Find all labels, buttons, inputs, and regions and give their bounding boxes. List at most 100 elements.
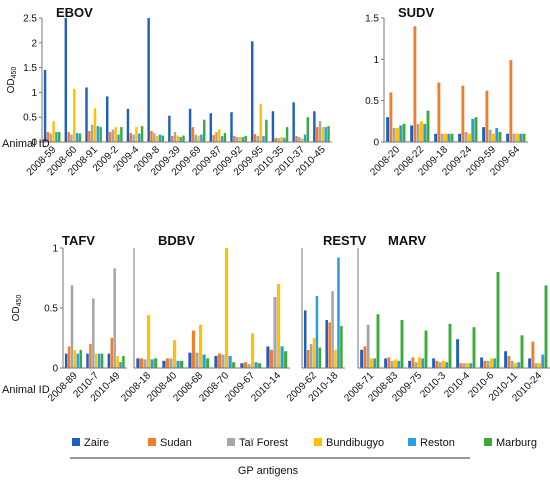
bar-ebov-2009-2-sudan [108,132,112,142]
bar-bdbv-2008-68-bundibugyo [199,324,203,368]
bar-sudv-2008-22-sudan [413,26,417,143]
bar-ebov-2010-45-ta-forest [318,121,322,142]
bar-sudv-2008-22-reston [423,123,427,142]
bar-marv-2010-11-bundibugyo [514,363,517,368]
legend-swatch-sudan [148,438,156,446]
bar-restv-2009-62-sudan [306,350,310,368]
bar-ebov-2009-92-sudan [233,136,236,142]
bar-ebov-2008-60-ta-forest [70,134,73,142]
bar-bdbv-2008-40-bundibugyo [173,340,177,368]
bar-ebov-2008-91-ta-forest [90,124,94,142]
bar-sudv-2009-64-ta-forest [512,133,516,142]
bar-ebov-2009-8-marburg [161,135,165,142]
bar-bdbv-2008-40-reston [176,360,180,368]
bar-marv-2010-24-zaire [528,358,532,368]
bar-marv-2008-71-sudan [363,346,367,368]
bar-marv-2009-75-bundibugyo [418,357,421,368]
bar-marv-2010-11-marburg [520,335,524,368]
bar-bdbv-2008-18-reston [150,359,154,368]
y-tick-label-ebov: 0.5 [23,113,37,124]
bar-sudv-2009-18-reston [447,133,451,142]
bar-ebov-2010-35-sudan [274,138,277,142]
bar-marv-2008-83-bundibugyo [394,359,397,368]
bar-tafv-2010-7-reston [97,353,101,368]
legend-label-bundibugyo: Bundibugyo [326,437,384,449]
chart-title-tafv: TAFV [62,233,95,248]
bar-sudv-2009-59-reston [495,127,499,142]
bar-sudv-2008-20-bundibugyo [396,127,399,142]
y-tick-label-sudv: 1.5 [365,14,379,25]
bar-ebov-2009-39-zaire [168,115,171,142]
bar-tafv-2010-7-sudan [89,344,92,368]
bar-ebov-2009-92-bundibugyo [238,137,242,142]
bar-tafv-2010-49-bundibugyo [116,356,119,368]
bar-bdbv-2008-70-reston [228,356,232,368]
bar-restv-2010-18-marburg [340,326,343,368]
bar-sudv-2008-20-ta-forest [392,127,396,142]
bar-marv-2010-3-zaire [432,358,436,368]
row-label-bottom: Animal ID [2,384,50,396]
bar-tafv-2010-49-sudan [110,338,114,368]
bar-marv-2010-24-ta-forest [534,363,538,368]
bar-marv-2010-4-ta-forest [462,363,466,368]
bar-ebov-2009-8-sudan [150,131,153,142]
bar-sudv-2009-18-sudan [437,82,441,142]
bar-ebov-2010-37-zaire [292,102,295,142]
bar-marv-2009-75-zaire [408,360,412,368]
y-axis-label-ebov: OD450 [6,67,18,94]
y-tick-label-sudv: 0.5 [365,96,379,107]
bar-tafv-2008-89-zaire [64,353,68,368]
bar-tafv-2010-7-zaire [86,353,89,368]
chart-title-sudv: SUDV [398,5,434,20]
bar-marv-2008-83-sudan [387,357,391,368]
bar-sudv-2008-20-marburg [402,123,406,142]
bar-marv-2010-11-reston [517,362,521,368]
bar-ebov-2009-4-zaire [126,108,130,142]
bar-ebov-2009-92-marburg [244,136,247,142]
row-label-top: Animal ID [2,138,50,150]
bar-marv-2009-75-sudan [411,357,415,368]
bar-ebov-2009-2-bundibugyo [114,127,117,142]
chart-title-marv: MARV [388,233,426,248]
legend-swatch-zaire [72,438,80,446]
bar-sudv-2008-22-zaire [410,125,414,142]
bar-restv-2009-62-marburg [318,347,322,368]
bar-ebov-2010-45-marburg [327,126,330,142]
bar-bdbv-2010-14-sudan [269,349,274,368]
bar-ebov-2010-37-marburg [306,117,310,142]
bar-sudv-2009-18-zaire [434,133,438,142]
bar-tafv-2010-7-bundibugyo [95,353,98,368]
bar-ebov-2009-95-zaire [251,41,254,143]
bar-ebov-2010-35-ta-forest [277,138,280,142]
bar-ebov-2009-2-reston [117,134,120,142]
bar-ebov-2009-87-bundibugyo [218,129,221,142]
bar-ebov-2008-59-reston [55,132,58,142]
legend-swatch-bundibugyo [314,438,322,446]
bar-bdbv-2008-40-marburg [180,360,184,368]
bar-ebov-2009-4-marburg [140,126,144,142]
chart-ebov: EBOV00.511.522.5OD4502008-592008-602008-… [6,5,332,178]
bar-ebov-2008-59-ta-forest [49,133,52,142]
y-axis-label-tafv: OD450 [11,295,23,322]
bar-tafv-2010-7-marburg [100,353,104,368]
bar-marv-2010-3-bundibugyo [442,360,445,368]
bar-bdbv-2008-68-sudan [191,330,196,368]
legend: Zaire Sudan Taï Forest Bundibugyo Reston Marb… [72,437,537,449]
bar-marv-2008-83-ta-forest [390,360,394,368]
y-tick-label-ebov: 1 [31,88,37,99]
bar-ebov-2009-39-reston [179,137,182,142]
bar-ebov-2008-59-marburg [58,132,61,142]
legend-caption: GP antigens [238,465,299,477]
bar-sudv-2008-20-sudan [389,92,393,142]
bar-bdbv-2010-14-zaire [266,346,270,368]
bar-bdbv-2008-68-reston [202,354,206,368]
legend-label-ta-forest: Taï Forest [239,437,288,449]
bar-restv-2009-62-reston [315,296,319,368]
bar-bdbv-2008-18-marburg [154,358,158,368]
bar-restv-2010-18-bundibugyo [334,350,337,368]
bar-tafv-2010-49-zaire [107,353,111,368]
bar-ebov-2010-45-sudan [315,127,319,142]
bar-ebov-2010-35-marburg [285,127,289,142]
